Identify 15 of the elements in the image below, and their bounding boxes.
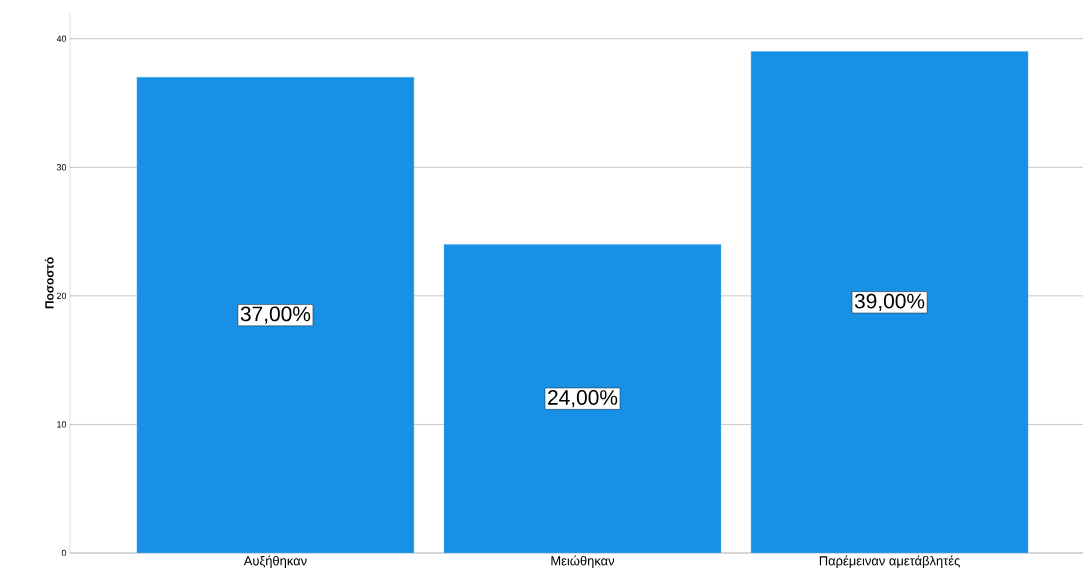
y-tick-label: 30 bbox=[56, 164, 67, 171]
bar bbox=[750, 51, 1029, 553]
y-tick-label: 20 bbox=[56, 292, 67, 300]
y-tick-label: 0 bbox=[61, 549, 67, 557]
bar bbox=[136, 77, 415, 553]
data-label: 24,00% bbox=[548, 390, 618, 408]
y-tick-label: 10 bbox=[57, 421, 67, 428]
x-tick-label: Παρέμειναν αμετάβλητές bbox=[819, 555, 960, 568]
x-tick-label: Αυξήθηκαν bbox=[243, 555, 307, 568]
x-tick-label: Μειώθηκαν bbox=[551, 555, 615, 568]
bar bbox=[443, 244, 722, 553]
y-tick-label: 40 bbox=[56, 35, 67, 42]
data-label: 37,00% bbox=[240, 306, 311, 324]
data-label: 39,00% bbox=[854, 293, 925, 311]
y-axis-title: Ποσοστό bbox=[44, 257, 54, 309]
